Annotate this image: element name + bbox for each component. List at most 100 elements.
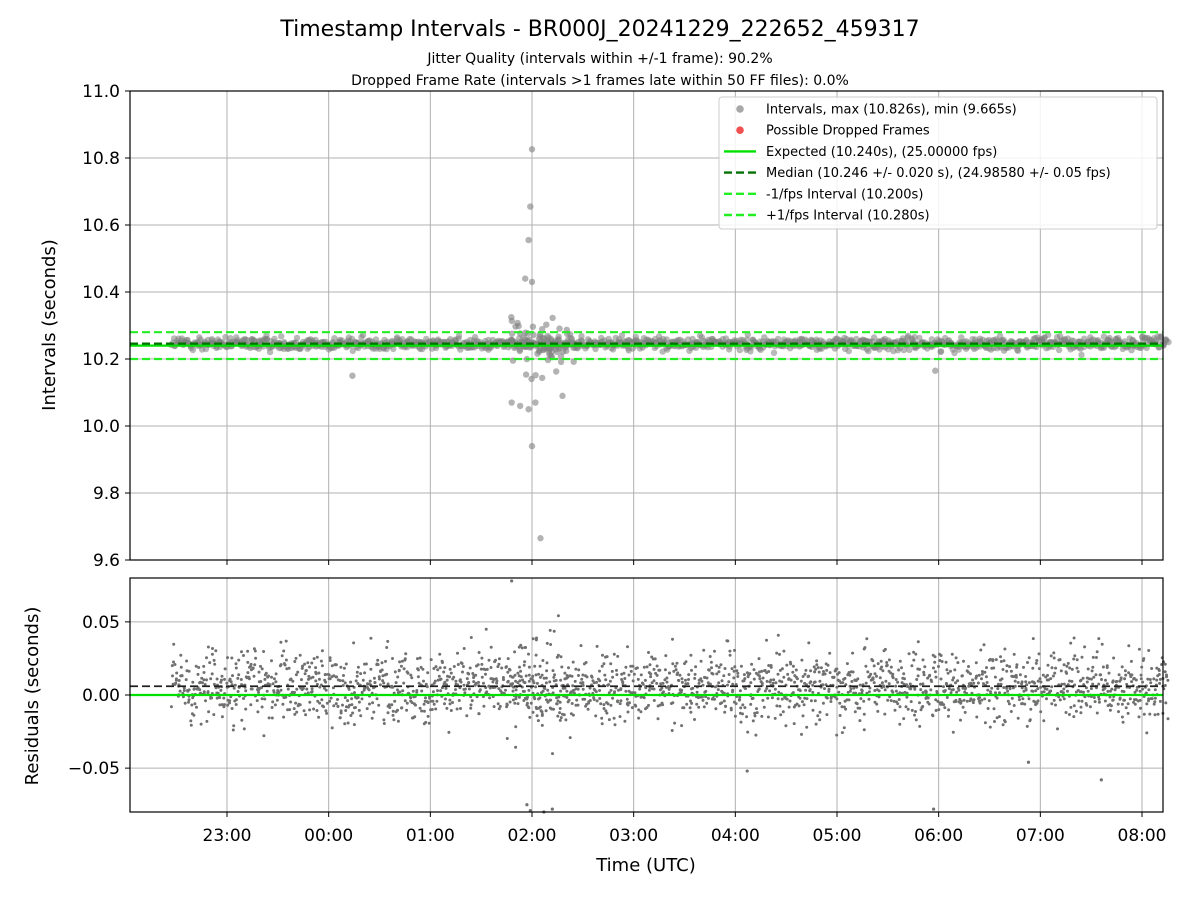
residual-point bbox=[940, 660, 944, 663]
residual-point bbox=[339, 709, 343, 713]
residual-point bbox=[431, 699, 435, 703]
residual-point bbox=[708, 655, 712, 658]
residual-point bbox=[627, 673, 631, 677]
residual-point bbox=[999, 660, 1003, 663]
residual-point bbox=[400, 706, 403, 710]
residual-point bbox=[760, 681, 764, 685]
residual-point bbox=[674, 668, 678, 672]
residual-point bbox=[311, 675, 315, 679]
residual-point bbox=[652, 699, 656, 702]
residual-point bbox=[1064, 711, 1068, 714]
residual-point bbox=[592, 681, 596, 685]
residual-point bbox=[567, 698, 571, 702]
residual-point bbox=[813, 699, 817, 703]
residual-point bbox=[630, 706, 634, 710]
top-reference-lines bbox=[130, 331, 1163, 361]
residual-point bbox=[588, 699, 592, 702]
residual-point bbox=[743, 706, 747, 710]
residual-point bbox=[1045, 687, 1049, 691]
residual-point bbox=[304, 713, 308, 717]
residual-point bbox=[492, 705, 496, 709]
residual-point bbox=[202, 664, 206, 668]
bottom-y-axis-label: Residuals (seconds) bbox=[22, 607, 43, 786]
residual-point bbox=[876, 709, 880, 713]
residual-point bbox=[394, 681, 398, 685]
residual-point bbox=[954, 681, 957, 685]
residual-point bbox=[1138, 689, 1142, 693]
residual-point bbox=[697, 681, 701, 685]
residual-point bbox=[990, 686, 994, 690]
residual-point bbox=[656, 717, 660, 721]
residual-point bbox=[956, 661, 960, 665]
residual-point bbox=[516, 681, 520, 685]
residual-point bbox=[694, 665, 698, 669]
residual-point bbox=[916, 674, 920, 678]
residual-point bbox=[1077, 699, 1081, 703]
residual-point bbox=[298, 653, 302, 657]
residual-point bbox=[271, 682, 275, 686]
residual-point bbox=[949, 691, 953, 695]
residual-point bbox=[1091, 655, 1095, 659]
residual-point bbox=[431, 690, 435, 694]
residual-point bbox=[616, 699, 620, 703]
residual-point bbox=[1074, 709, 1078, 713]
residual-point bbox=[1145, 702, 1149, 706]
interval-point bbox=[359, 331, 367, 339]
residual-point bbox=[1144, 691, 1148, 695]
residual-point bbox=[639, 710, 643, 714]
residual-point bbox=[506, 670, 510, 674]
residual-point bbox=[1164, 701, 1168, 705]
residual-point bbox=[625, 697, 629, 701]
residual-point bbox=[809, 680, 813, 684]
residual-point bbox=[491, 680, 495, 684]
residual-point bbox=[387, 703, 391, 707]
residual-point bbox=[1085, 680, 1089, 684]
residual-point bbox=[623, 719, 627, 723]
residual-point bbox=[815, 659, 819, 663]
residual-point bbox=[623, 677, 627, 680]
residual-point bbox=[334, 702, 338, 706]
residual-point bbox=[994, 691, 997, 695]
interval-point bbox=[557, 358, 565, 366]
residual-point bbox=[827, 687, 831, 691]
residual-point bbox=[731, 682, 735, 686]
residual-point bbox=[405, 701, 409, 705]
residual-point bbox=[760, 714, 764, 718]
residual-point bbox=[1068, 666, 1072, 670]
residual-point bbox=[611, 696, 615, 700]
residual-point bbox=[246, 649, 250, 653]
residual-point bbox=[731, 688, 735, 692]
residual-point bbox=[339, 665, 343, 669]
residual-point bbox=[277, 690, 281, 694]
residual-point bbox=[673, 721, 677, 725]
residual-point bbox=[257, 670, 261, 674]
residual-point bbox=[558, 711, 562, 715]
residual-point bbox=[609, 688, 613, 692]
residual-point bbox=[684, 678, 687, 682]
residual-point bbox=[598, 669, 601, 673]
residual-point bbox=[562, 713, 566, 717]
residual-point bbox=[914, 718, 918, 722]
residual-point bbox=[421, 667, 425, 671]
residual-point bbox=[342, 674, 345, 677]
residual-point bbox=[791, 691, 795, 695]
residual-point bbox=[805, 697, 809, 701]
residual-point bbox=[936, 699, 940, 703]
residual-point bbox=[360, 697, 364, 701]
residual-point bbox=[239, 678, 243, 681]
residual-point bbox=[1066, 661, 1070, 665]
residual-point bbox=[773, 716, 777, 720]
residual-point bbox=[905, 695, 909, 699]
interval-point bbox=[530, 331, 537, 339]
residual-point bbox=[638, 687, 642, 691]
residual-point bbox=[187, 700, 190, 704]
residual-point bbox=[429, 658, 433, 662]
residual-point bbox=[487, 658, 491, 662]
residual-point bbox=[226, 656, 229, 660]
residual-point bbox=[873, 672, 877, 676]
residual-point bbox=[1086, 689, 1090, 693]
residual-point bbox=[813, 670, 817, 674]
residual-point bbox=[1068, 679, 1071, 683]
residual-point bbox=[962, 659, 965, 663]
